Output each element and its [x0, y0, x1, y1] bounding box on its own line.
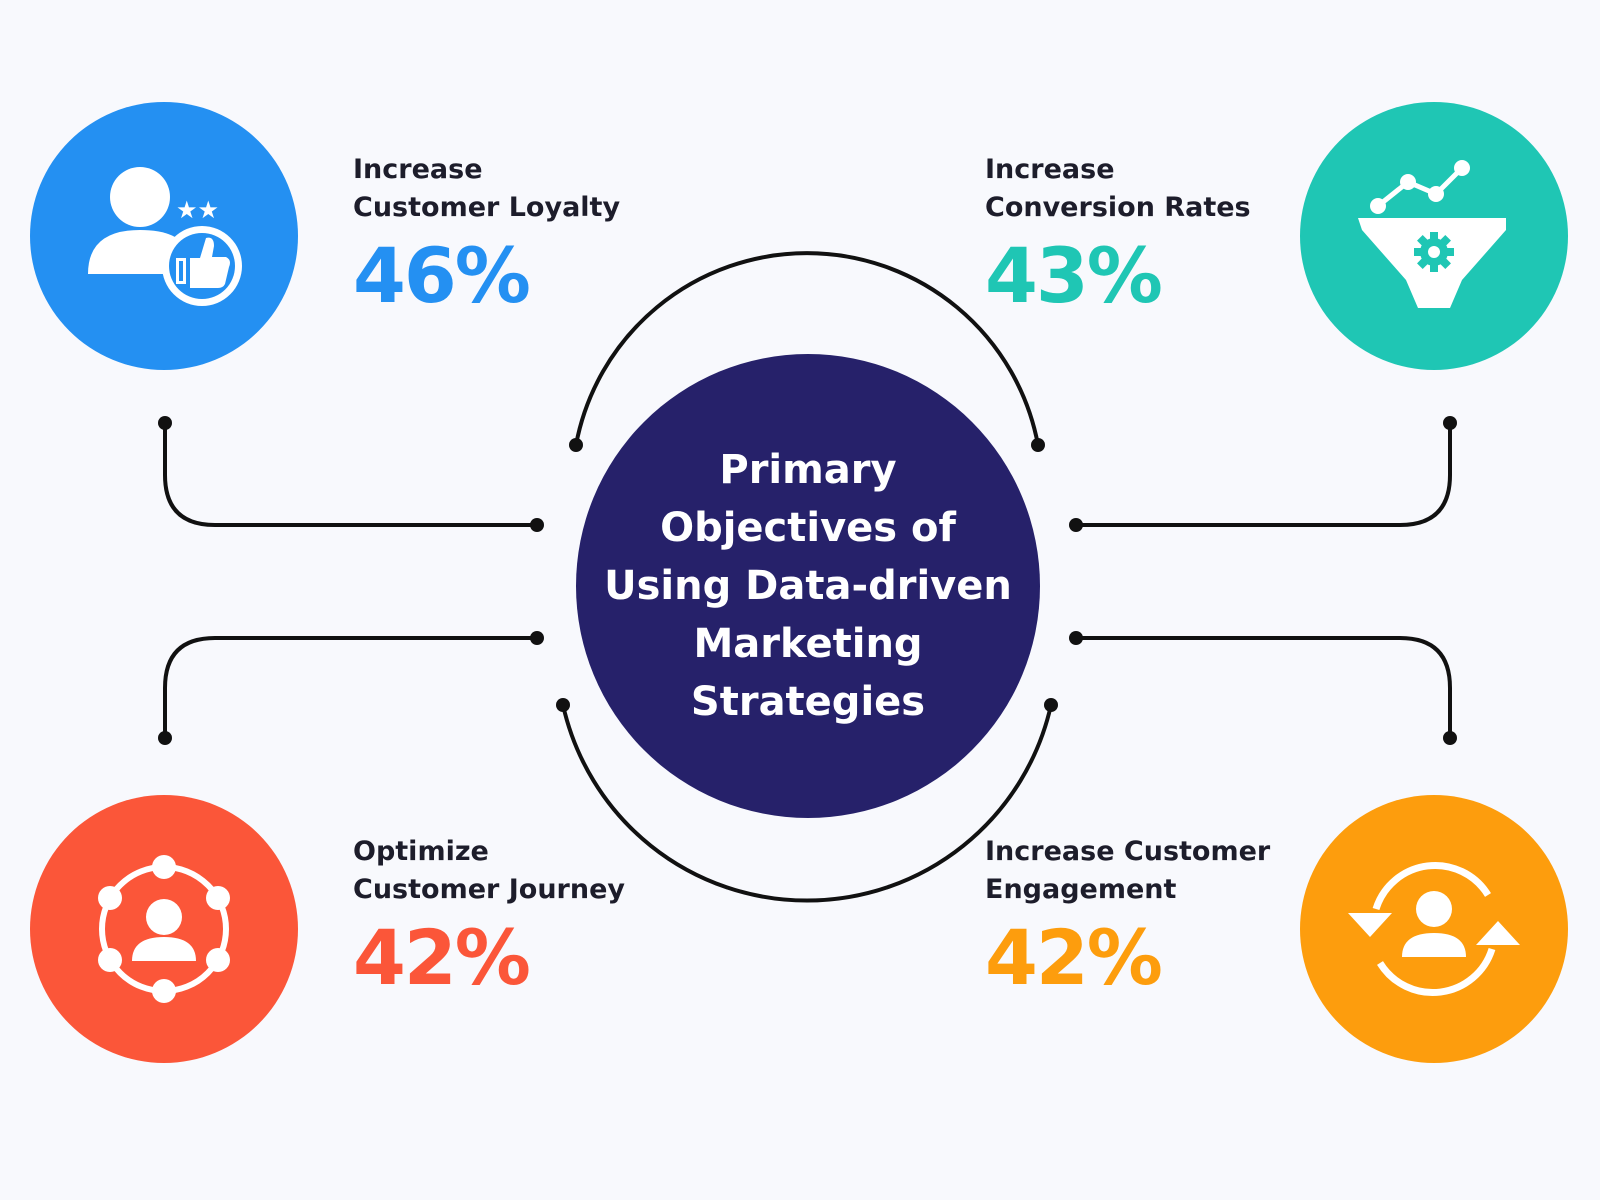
objective-percentage: 42%	[985, 913, 1163, 1002]
connector-dot	[1044, 698, 1058, 712]
objective-label-line2: Engagement	[985, 874, 1177, 905]
connector-top-left	[163, 421, 539, 527]
connector-bottom-right	[1074, 636, 1452, 740]
connector-dot	[158, 416, 172, 430]
objective-customer-engagement: Increase Customer Engagement 42%	[985, 833, 1305, 1003]
connector-dot	[1069, 631, 1083, 645]
objective-label-line1: Optimize	[353, 836, 489, 867]
connector-dot	[530, 631, 544, 645]
objective-conversion-rates: Increase Conversion Rates 43%	[985, 151, 1305, 321]
top-arc	[574, 251, 1040, 447]
objective-label-line2: Customer Journey	[353, 874, 625, 905]
center-circle: Primary Objectives of Using Data-driven …	[576, 354, 1040, 818]
objective-customer-loyalty: Increase Customer Loyalty 46%	[353, 151, 673, 321]
customer-journey-circle	[30, 795, 298, 1063]
connector-dot	[1443, 731, 1457, 745]
objective-label-line1: Increase	[353, 154, 483, 185]
connector-top-right	[1074, 421, 1452, 527]
bottom-arc	[561, 703, 1053, 903]
user-star-thumbs-up-icon: ★★	[30, 102, 298, 370]
objective-label-line2: Customer Loyalty	[353, 192, 621, 223]
objective-percentage: 42%	[353, 913, 531, 1002]
svg-text:★★: ★★	[176, 196, 219, 224]
connector-dot	[556, 698, 570, 712]
user-network-icon	[30, 795, 298, 1063]
objective-customer-journey: Optimize Customer Journey 42%	[353, 833, 673, 1003]
customer-loyalty-circle: ★★	[30, 102, 298, 370]
objective-label-line2: Conversion Rates	[985, 192, 1251, 223]
objective-label-line1: Increase Customer	[985, 836, 1271, 867]
funnel-gear-chart-icon	[1300, 102, 1568, 370]
customer-engagement-circle	[1300, 795, 1568, 1063]
connector-dot	[158, 731, 172, 745]
objective-percentage: 43%	[985, 231, 1163, 320]
conversion-rates-circle	[1300, 102, 1568, 370]
connector-dot	[1069, 518, 1083, 532]
user-cycle-arrows-icon	[1300, 795, 1568, 1063]
connector-bottom-left	[163, 636, 539, 740]
center-title: Primary Objectives of Using Data-driven …	[604, 447, 1012, 725]
objective-label-line1: Increase	[985, 154, 1115, 185]
connector-dot	[569, 438, 583, 452]
connector-dot	[1031, 438, 1045, 452]
connector-dot	[1443, 416, 1457, 430]
connector-dot	[530, 518, 544, 532]
objective-percentage: 46%	[353, 231, 531, 320]
